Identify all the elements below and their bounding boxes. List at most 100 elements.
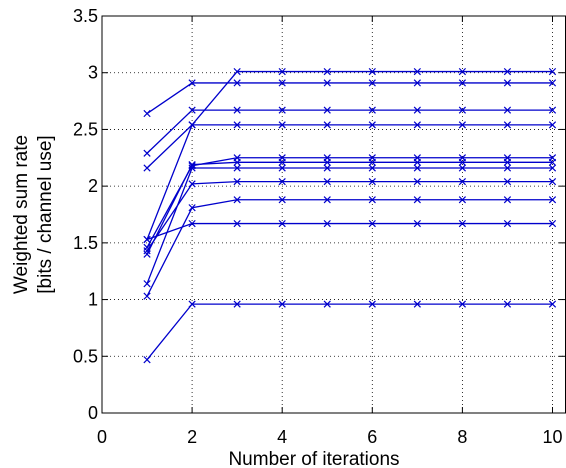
data-point-marker — [413, 177, 421, 186]
y-tick-label: 1.5 — [73, 233, 98, 253]
data-point-marker — [503, 67, 512, 76]
data-point-marker — [278, 106, 286, 114]
data-point-marker — [233, 164, 241, 172]
y-axis-label-line-1: Weighted sum rate — [11, 135, 32, 294]
series-line-5 — [146, 157, 553, 248]
series-line-7 — [146, 167, 553, 284]
data-point-marker — [413, 300, 421, 308]
data-point-marker — [323, 106, 331, 114]
data-point-marker — [458, 79, 467, 87]
data-point-marker — [323, 177, 331, 186]
data-point-marker — [188, 121, 196, 129]
data-point-marker — [458, 158, 467, 166]
data-point-marker — [548, 219, 557, 228]
data-point-marker — [233, 177, 241, 186]
data-point-marker — [503, 121, 512, 129]
data-point-marker — [233, 219, 241, 228]
data-point-marker — [368, 79, 376, 87]
x-tick-label: 8 — [457, 427, 467, 447]
data-point-marker — [413, 164, 421, 172]
data-point-marker — [188, 300, 196, 308]
data-point-marker — [143, 164, 151, 172]
data-point-marker — [188, 219, 196, 228]
x-tick-label: 4 — [277, 427, 287, 447]
data-point-marker — [503, 164, 512, 172]
series-line-11 — [146, 303, 553, 361]
data-point-marker — [413, 196, 421, 204]
data-point-marker — [548, 196, 557, 204]
x-tick-label: 2 — [187, 427, 197, 447]
y-tick-label: 2.5 — [73, 119, 98, 139]
y-tick-label: 0.5 — [73, 346, 98, 366]
data-point-marker — [323, 219, 331, 228]
data-point-marker — [368, 164, 376, 172]
data-point-marker — [233, 79, 241, 87]
grid — [102, 16, 566, 413]
data-point-marker — [413, 79, 421, 87]
data-point-marker — [368, 158, 376, 166]
data-point-marker — [368, 300, 376, 308]
y-tick-label: 2 — [88, 176, 98, 196]
data-point-marker — [143, 149, 151, 157]
data-point-marker — [368, 219, 376, 228]
data-point-marker — [503, 196, 512, 204]
data-point-marker — [368, 177, 376, 186]
data-point-marker — [278, 79, 286, 87]
data-point-marker — [503, 219, 512, 228]
data-point-marker — [548, 177, 557, 186]
data-point-marker — [278, 219, 286, 228]
data-point-marker — [278, 121, 286, 129]
data-point-marker — [458, 196, 467, 204]
x-tick-label: 6 — [367, 427, 377, 447]
data-point-marker — [188, 106, 196, 114]
data-point-marker — [458, 177, 467, 186]
data-point-marker — [413, 67, 421, 76]
data-point-marker — [323, 164, 331, 172]
x-tick-label: 0 — [97, 427, 107, 447]
data-point-marker — [143, 280, 151, 288]
data-point-marker — [458, 106, 467, 114]
data-point-marker — [233, 67, 241, 76]
series-group — [143, 67, 557, 364]
data-point-marker — [143, 109, 151, 118]
data-point-marker — [188, 79, 196, 87]
data-point-marker — [368, 67, 376, 76]
data-point-marker — [188, 164, 196, 172]
data-point-marker — [233, 158, 241, 166]
data-point-marker — [368, 106, 376, 114]
data-point-marker — [143, 292, 151, 300]
data-point-marker — [458, 300, 467, 308]
data-point-marker — [458, 67, 467, 76]
data-point-marker — [548, 106, 557, 114]
data-point-marker — [548, 79, 557, 87]
data-point-marker — [278, 177, 286, 186]
y-tick-label: 1 — [88, 290, 98, 310]
data-point-marker — [278, 164, 286, 172]
data-point-marker — [548, 67, 557, 76]
data-point-marker — [278, 67, 286, 76]
data-point-marker — [278, 158, 286, 166]
data-point-marker — [323, 158, 331, 166]
series-line-4 — [146, 124, 553, 169]
data-point-marker — [188, 180, 196, 188]
data-point-marker — [458, 121, 467, 129]
x-tick-label: 10 — [542, 427, 562, 447]
data-point-marker — [188, 204, 196, 212]
data-point-marker — [233, 106, 241, 114]
data-point-marker — [413, 106, 421, 114]
y-tick-label: 0 — [88, 403, 98, 423]
y-tick-label: 3.5 — [73, 6, 98, 26]
data-point-marker — [323, 300, 331, 308]
data-point-marker — [413, 121, 421, 129]
series-line-9 — [146, 199, 553, 297]
y-tick-label: 3 — [88, 63, 98, 83]
y-axis-label-line-2: [bits / channel use] — [35, 135, 56, 293]
data-point-marker — [368, 121, 376, 129]
data-point-marker — [413, 219, 421, 228]
data-point-marker — [323, 67, 331, 76]
data-point-marker — [278, 196, 286, 204]
series-line-2 — [146, 82, 553, 115]
data-point-marker — [233, 300, 241, 308]
data-point-marker — [503, 158, 512, 166]
